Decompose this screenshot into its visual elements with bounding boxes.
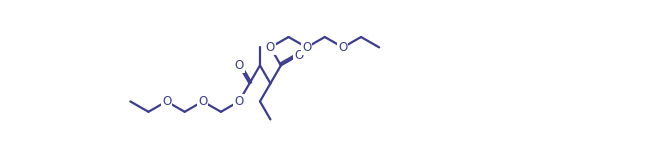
Text: O: O	[338, 41, 347, 54]
Text: O: O	[302, 41, 312, 54]
Text: O: O	[162, 95, 171, 108]
Text: O: O	[235, 59, 244, 72]
Text: O: O	[294, 49, 304, 61]
Text: O: O	[266, 41, 275, 54]
Text: O: O	[198, 95, 208, 108]
Text: O: O	[235, 95, 244, 108]
